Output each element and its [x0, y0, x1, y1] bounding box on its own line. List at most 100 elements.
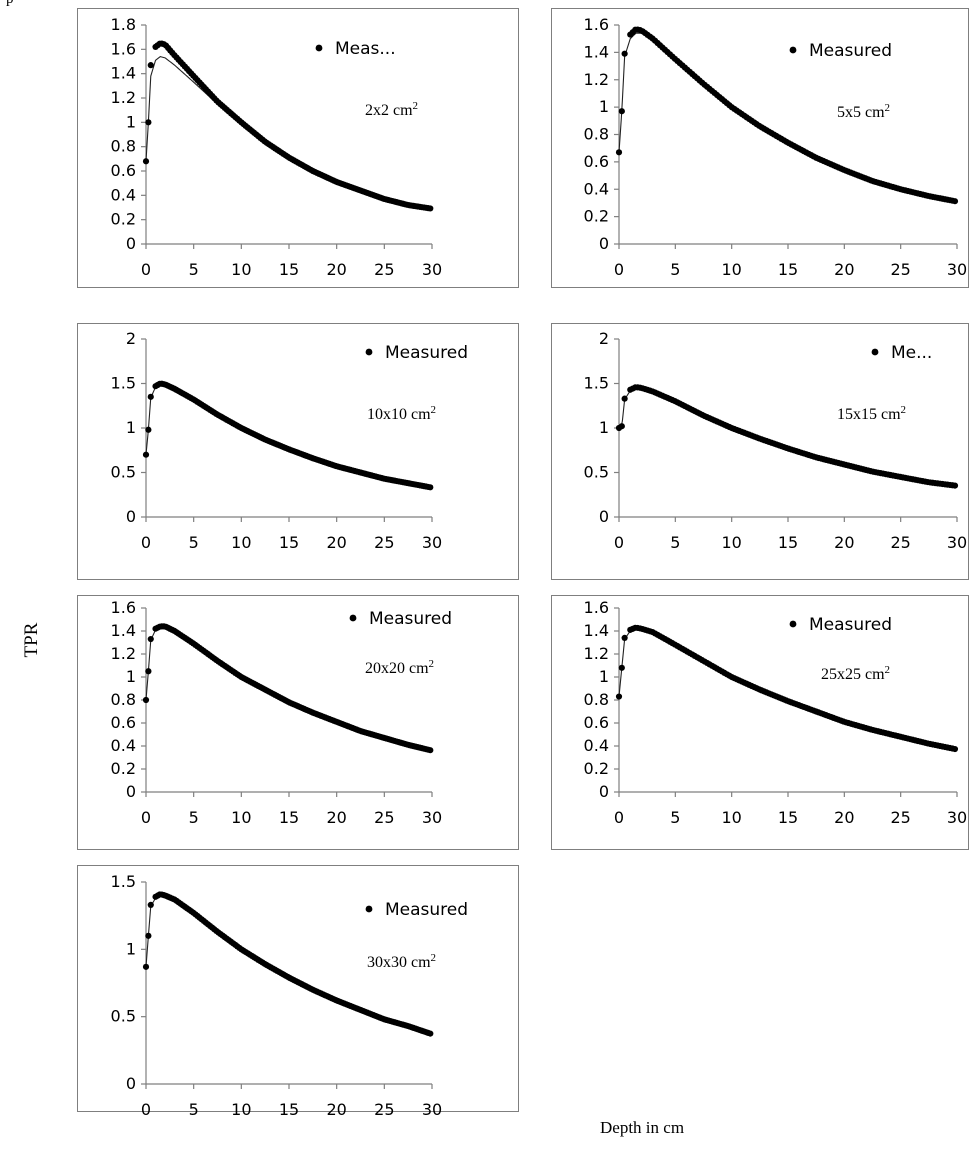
data-point: [147, 901, 154, 908]
legend-marker: [365, 348, 373, 356]
legend-marker: [365, 905, 373, 913]
y-tick-label: 0.2: [111, 759, 136, 778]
data-point: [951, 482, 959, 489]
legend-label: Measured: [809, 41, 892, 61]
x-tick-label: 15: [778, 260, 798, 279]
legend-marker: [789, 46, 797, 54]
y-tick-label: 1: [126, 939, 136, 958]
x-tick-label: 20: [326, 1100, 346, 1119]
x-tick-label: 15: [279, 808, 299, 827]
x-tick-label: 15: [279, 1100, 299, 1119]
caption-fragment: p: [6, 0, 14, 8]
y-tick-label: 1.5: [111, 374, 136, 393]
x-tick-label: 25: [890, 260, 910, 279]
chart-svg: 0 0.5 1 1.5 0 5 10 15 20 25 30 Measured 30x30 cm2: [111, 872, 469, 1119]
y-tick-label: 0: [126, 782, 136, 801]
legend-label: Me...: [891, 343, 932, 363]
x-tick-label: 25: [374, 533, 394, 552]
y-tick-label: 0.8: [111, 137, 136, 156]
y-tick-label: 0: [599, 507, 609, 526]
field-size-label: 20x20 cm2: [365, 658, 434, 677]
y-tick-label: 1.4: [584, 621, 609, 640]
field-size-label: 15x15 cm2: [837, 404, 906, 423]
y-tick-label: 0: [599, 234, 609, 253]
y-tick-label: 0.8: [584, 125, 609, 144]
x-tick-label: 30: [422, 1100, 442, 1119]
x-tick-label: 0: [614, 808, 624, 827]
x-tick-label: 5: [670, 260, 680, 279]
y-tick-label: 0.2: [111, 210, 136, 229]
calculated-line: [145, 625, 433, 752]
field-size-label: 30x30 cm2: [367, 952, 436, 971]
y-tick-label: 1.2: [584, 644, 609, 663]
x-tick-label: 15: [778, 808, 798, 827]
data-point: [147, 635, 154, 643]
y-tick-label: 0.5: [111, 1007, 136, 1026]
y-tick-label: 1.8: [111, 15, 136, 34]
data-point: [142, 963, 150, 970]
x-tick-label: 30: [422, 533, 442, 552]
x-tick-label: 0: [141, 260, 151, 279]
y-tick-label: 0.6: [584, 713, 609, 732]
x-tick-label: 20: [834, 260, 854, 279]
x-tick-label: 30: [947, 533, 967, 552]
y-tick-label: 1: [126, 667, 136, 686]
y-tick-label: 0.4: [111, 185, 136, 204]
y-tick-label: 0.4: [584, 179, 609, 198]
y-tick-label: 0.4: [584, 736, 609, 755]
data-point: [618, 108, 625, 115]
y-tick-label: 1.2: [111, 88, 136, 107]
x-tick-label: 0: [141, 533, 151, 552]
data-point: [618, 423, 625, 430]
x-tick-label: 0: [614, 533, 624, 552]
measured-points: [142, 40, 434, 212]
x-tick-label: 15: [279, 533, 299, 552]
x-tick-label: 25: [374, 1100, 394, 1119]
legend-marker: [349, 614, 357, 622]
data-point: [142, 696, 150, 704]
x-tick-label: 25: [374, 260, 394, 279]
x-tick-label: 15: [778, 533, 798, 552]
x-tick-label: 25: [374, 808, 394, 827]
x-tick-label: 5: [670, 808, 680, 827]
measured-points: [615, 384, 959, 489]
x-tick-label: 10: [721, 533, 741, 552]
chart-svg: 0 0.2 0.4 0.6 0.8 1 1.2 1.4 1.6 0 5 10 15 20 25 30 Measu…: [111, 598, 453, 827]
y-tick-label: 1: [126, 418, 136, 437]
chart-svg: 0 0.2 0.4 0.6 0.8 1 1.2 1.4 1.6 1.8 0 5 10 15 20 25 30 Me…: [111, 15, 443, 279]
y-tick-label: 0.5: [584, 463, 609, 482]
y-tick-label: 1.4: [584, 42, 609, 61]
data-point: [145, 426, 152, 433]
x-tick-label: 10: [231, 808, 251, 827]
legend-label: Measured: [369, 609, 452, 629]
legend-label: Measured: [385, 343, 468, 363]
x-tick-label: 15: [279, 260, 299, 279]
legend-label: Measured: [385, 900, 468, 920]
x-tick-label: 25: [890, 808, 910, 827]
x-tick-label: 0: [614, 260, 624, 279]
x-tick-label: 0: [141, 808, 151, 827]
data-point: [951, 745, 959, 753]
data-point: [427, 747, 434, 754]
chart-panel: 0 0.5 1 1.5 0 5 10 15 20 25 30 Measured 30x30 cm2: [77, 865, 519, 1119]
data-point: [145, 932, 152, 939]
y-tick-label: 0.4: [111, 736, 136, 755]
calculated-line: [618, 628, 958, 750]
y-tick-label: 1.5: [584, 374, 609, 393]
y-tick-label: 1.6: [584, 598, 609, 617]
field-size-label: 5x5 cm2: [837, 102, 890, 121]
x-tick-label: 0: [141, 1100, 151, 1119]
chart-panel: 0 0.2 0.4 0.6 0.8 1 1.2 1.4 1.6 0 5 10 15 20 25 30 Measu…: [551, 8, 969, 288]
x-tick-label: 10: [231, 533, 251, 552]
x-tick-label: 5: [189, 260, 199, 279]
x-tick-label: 20: [834, 533, 854, 552]
legend-marker: [789, 620, 797, 628]
y-tick-label: 0.2: [584, 759, 609, 778]
legend-marker: [315, 44, 323, 52]
y-axis-label: TPR: [21, 622, 42, 658]
y-tick-label: 0: [126, 507, 136, 526]
y-tick-label: 0.6: [584, 152, 609, 171]
